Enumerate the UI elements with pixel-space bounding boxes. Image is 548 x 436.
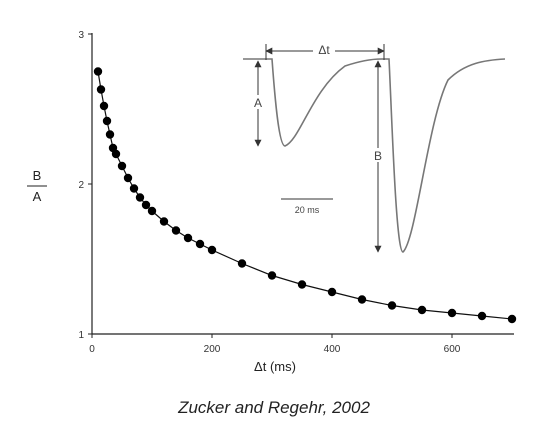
y-axis-label-denominator: A [33,189,42,204]
data-points [93,67,517,324]
peak-b-label-bg [371,148,385,162]
data-point [507,314,517,324]
inset-trace-panel: Δt A B 20 ms [243,42,506,253]
data-point [147,206,157,216]
data-point [195,239,205,249]
peak-a-label-bg [251,95,265,109]
y-axis-label-numerator: B [33,168,42,183]
axis-ticks: 0 200 400 600 1 2 3 [78,30,460,355]
data-point [129,184,139,193]
data-point [123,173,133,183]
data-point [93,67,103,76]
x-tick-label: 200 [204,344,221,355]
data-point [387,301,397,310]
data-point [141,200,151,210]
x-tick-label: 600 [444,344,461,355]
data-point [207,245,217,255]
peak-b-label: B [374,149,382,163]
data-point [417,305,427,315]
y-tick-label: 2 [78,180,84,191]
data-point [357,295,367,304]
figure-caption: Zucker and Regehr, 2002 [178,398,370,417]
inset-trace [243,58,506,253]
data-point [297,280,307,289]
data-point [111,149,121,159]
peak-a-label: A [254,96,262,110]
data-point [183,233,193,243]
data-point [267,271,277,280]
chart: 0 200 400 600 1 2 3 B A Δt (ms) Δt A B 20 ms [27,30,517,374]
scale-bar-label: 20 ms [295,205,320,215]
data-point [327,287,337,297]
data-point [171,226,181,235]
x-tick-label: 0 [89,344,95,355]
data-point [477,311,487,321]
interval-label: Δt [318,43,330,57]
interval-label-bg [313,42,335,56]
data-point [117,161,127,171]
data-point [99,101,109,111]
data-point [159,217,169,226]
data-point [96,85,106,94]
y-tick-label: 3 [78,30,84,41]
data-point [135,193,145,202]
data-point [102,116,112,126]
data-point [447,308,457,318]
y-tick-label: 1 [78,330,84,341]
fit-curve [97,71,513,320]
x-tick-label: 400 [324,344,341,355]
data-point [105,130,115,139]
x-axis-label: Δt (ms) [254,359,296,374]
data-point [237,259,247,268]
